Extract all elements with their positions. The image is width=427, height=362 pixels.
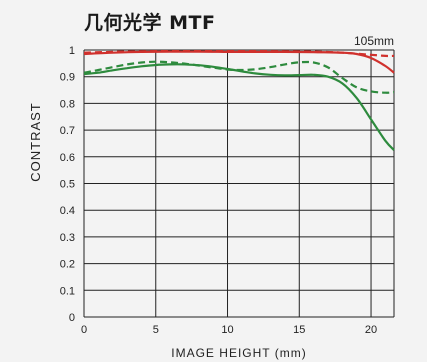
x-tick-label: 20: [365, 324, 377, 336]
tick-layer: 00.10.20.30.40.50.60.70.80.910 5 10 15 20: [60, 45, 377, 336]
series-line-2: [83, 49, 395, 58]
y-tick-label: 0.6: [60, 152, 75, 164]
x-tick-label: 0: [81, 324, 87, 336]
chart-title: 几何光学 MTF: [84, 12, 216, 34]
y-tick-label: 0.1: [60, 285, 75, 297]
focal-length-label: 105mm: [353, 34, 394, 48]
y-tick-label: 0.5: [60, 179, 75, 191]
x-tick-label: 5: [153, 324, 159, 336]
y-tick-label: 0.4: [60, 205, 75, 217]
series-line-3: [83, 63, 395, 151]
x-axis-label: IMAGE HEIGHT (mm): [171, 346, 307, 360]
x-tick-label: 15: [293, 324, 305, 336]
y-tick-label: 0.9: [60, 72, 75, 84]
series-layer: [83, 49, 395, 151]
y-tick-label: 0.3: [60, 232, 75, 244]
y-tick-label: 0.7: [60, 125, 75, 137]
y-tick-label: 0.2: [60, 259, 75, 271]
series-line-4: [83, 60, 395, 94]
x-tick-label: 10: [221, 324, 233, 336]
y-tick-label: 0.8: [60, 98, 75, 110]
y-tick-label: 0: [69, 312, 75, 324]
y-tick-label: 1: [69, 45, 75, 57]
grid-layer: [83, 49, 395, 318]
